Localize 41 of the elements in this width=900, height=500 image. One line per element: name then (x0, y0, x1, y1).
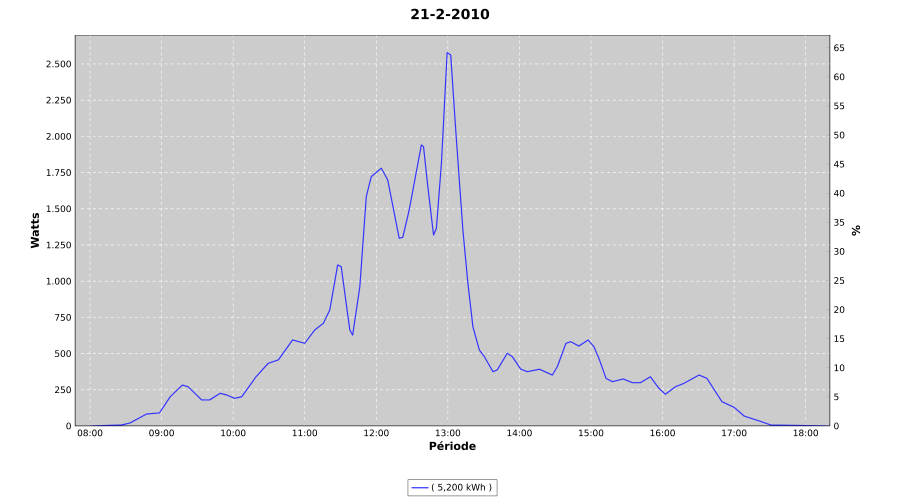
y2-tick-label: 55 (834, 102, 844, 110)
y2-tick-label: 5 (834, 394, 838, 400)
y-tick-label: 1.500 (46, 205, 71, 212)
x-axis-title: Période (430, 441, 476, 450)
x-tick-label: 14:00 (507, 430, 532, 436)
legend-label: ( 5,200 kWh ) (432, 484, 492, 492)
y-tick-label: 2.250 (46, 96, 71, 104)
y2-tick-label: 25 (834, 277, 844, 284)
x-tick-label: 11:00 (292, 430, 318, 436)
x-tick-label: 16:00 (650, 430, 675, 436)
y2-tick-label: 50 (834, 132, 844, 138)
y2-tick-label: 20 (834, 306, 844, 314)
y2-tick-label: 30 (834, 248, 844, 255)
y2-axis-title: % (852, 225, 860, 236)
y-tick-label: 2.000 (46, 132, 71, 140)
y2-tick-label: 0 (834, 422, 839, 430)
x-tick-label: 10:00 (221, 430, 246, 436)
y2-tick-label: 40 (834, 190, 844, 197)
x-tick-label: 08:00 (78, 430, 102, 436)
x-tick-label: 09:00 (149, 430, 174, 436)
y2-tick-label: 10 (834, 364, 844, 372)
y-axis-title: Watts (30, 212, 39, 248)
y-tick-label: 1.750 (46, 169, 71, 176)
x-tick-label: 18:00 (794, 430, 818, 436)
y2-tick-label: 60 (834, 73, 844, 80)
y-tick-label: 1.250 (46, 242, 71, 248)
y-tick-label: 500 (55, 350, 71, 357)
y2-tick-label: 65 (834, 44, 844, 52)
y-tick-label: 250 (55, 386, 71, 394)
chart-title: 21-2-2010 (411, 8, 490, 20)
x-tick-label: 15:00 (579, 430, 604, 436)
y2-tick-label: 15 (834, 335, 844, 342)
x-tick-label: 13:00 (436, 430, 460, 436)
y-tick-label: 0 (66, 422, 71, 430)
y-tick-label: 2.500 (46, 60, 71, 68)
x-tick-label: 17:00 (722, 430, 746, 436)
y2-tick-label: 35 (834, 218, 844, 226)
y2-tick-label: 45 (834, 160, 844, 168)
x-tick-label: 12:00 (364, 430, 389, 436)
y-tick-label: 750 (55, 314, 71, 321)
y-tick-label: 1.000 (46, 278, 71, 285)
